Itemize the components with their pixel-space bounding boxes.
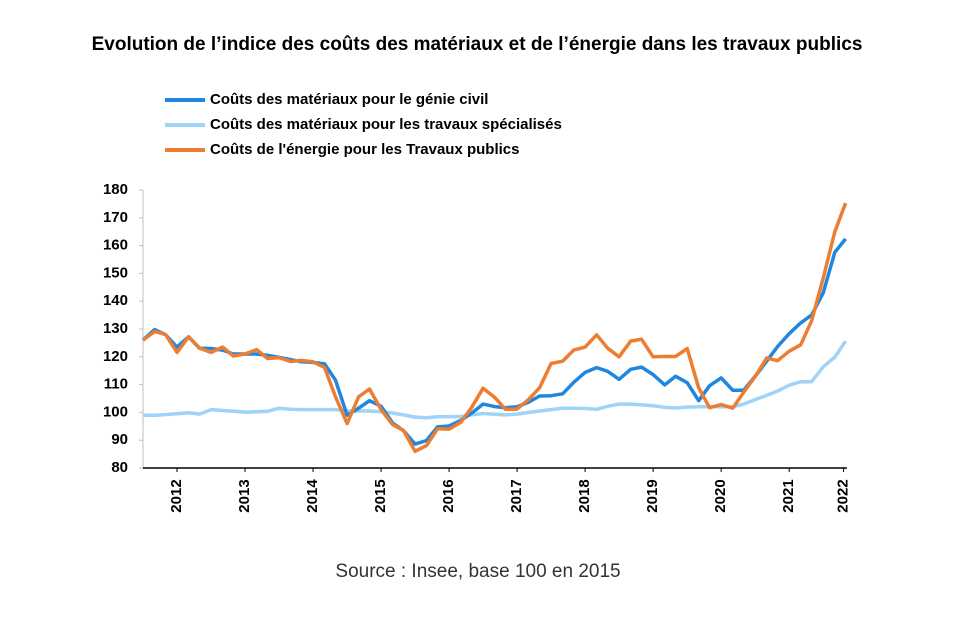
y-tick-label: 90: [111, 431, 128, 448]
y-tick-label: 140: [103, 292, 128, 309]
y-tick-label: 160: [103, 237, 128, 254]
x-tick-label: 2016: [440, 479, 457, 512]
x-tick-label: 2019: [644, 479, 661, 512]
line-series: [141, 202, 848, 454]
y-tick-label: 80: [111, 459, 128, 476]
y-tick-label: 180: [103, 181, 128, 198]
y-tick-label: 150: [103, 264, 128, 281]
y-tick-label: 130: [103, 320, 128, 337]
x-tick-label: 2014: [304, 479, 321, 513]
y-tick-label: 170: [103, 209, 128, 226]
source-note: Source : Insee, base 100 en 2015: [335, 561, 620, 582]
x-tick-label: 2018: [576, 479, 593, 512]
x-tick-label: 2012: [168, 479, 185, 512]
x-tick-label: 2022: [835, 479, 852, 512]
x-tick-label: 2013: [236, 479, 253, 512]
y-tick-label: 100: [103, 403, 128, 420]
y-tick-label: 110: [104, 376, 128, 393]
y-tick-label: 120: [103, 348, 128, 365]
x-tick-label: 2020: [712, 479, 729, 512]
x-tick-label: 2017: [508, 479, 525, 512]
legend-label: Coûts de l'énergie pour les Travaux publ…: [210, 141, 520, 158]
legend-label: Coûts des matériaux pour le génie civil: [210, 91, 488, 108]
x-tick-label: 2021: [780, 479, 797, 512]
legend-label: Coûts des matériaux pour les travaux spé…: [210, 116, 562, 133]
chart-title: Evolution de l’indice des coûts des maté…: [92, 34, 863, 55]
x-tick-label: 2015: [372, 479, 389, 512]
